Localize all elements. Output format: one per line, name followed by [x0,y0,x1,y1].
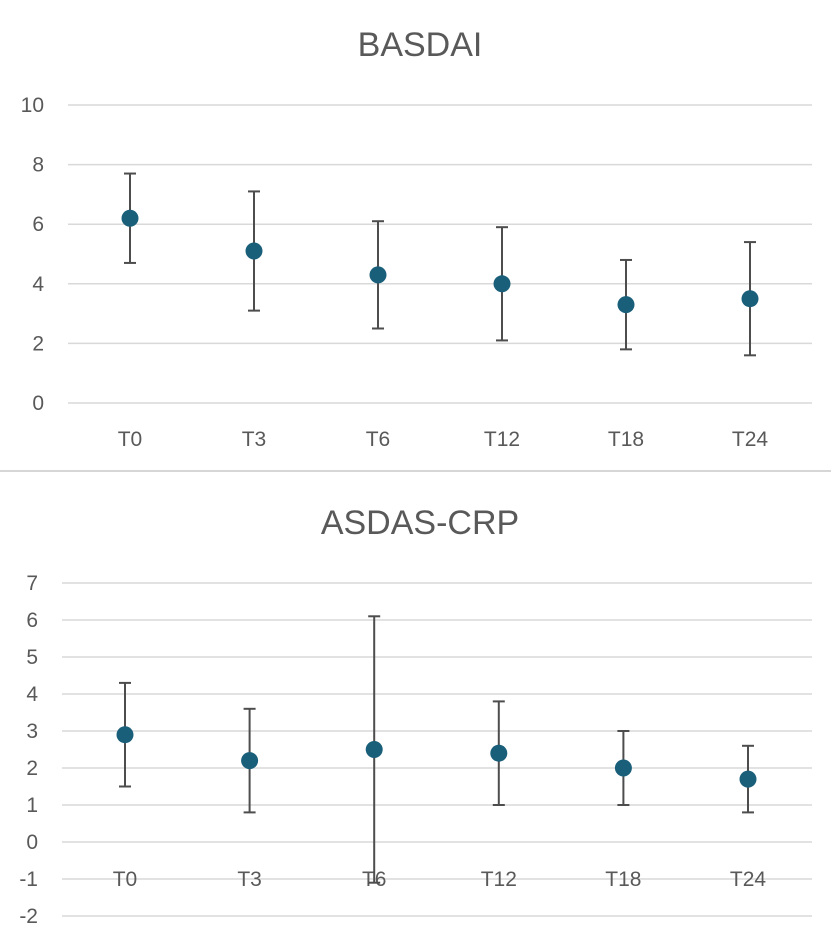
basdai-chart-panel: BASDAI 0 2 4 6 8 10 T0 T3 T6 T12 T18 T24 [21,26,812,451]
asdas-crp-y-tick-label: 1 [26,794,38,817]
asdas-crp-data-point [241,752,259,770]
basdai-data-point [741,290,759,308]
asdas-crp-chart-panel: ASDAS-CRP -2 -1 0 1 2 3 4 5 6 7 T0 T3 T6 T12 T18 T24 [0,474,831,931]
asdas-crp-y-tick-label: -2 [19,905,38,928]
basdai-data-point [121,209,139,227]
asdas-crp-x-tick-label: T12 [481,868,517,891]
asdas-crp-y-tick-label: 3 [26,720,38,743]
basdai-y-tick-label: 2 [32,332,44,355]
asdas-crp-data-point [490,744,508,762]
asdas-crp-data-point [365,741,383,758]
asdas-crp-title: ASDAS-CRP [321,504,519,542]
basdai-x-tick-label: T6 [366,428,391,451]
basdai-y-tick-label: 0 [32,392,44,415]
basdai-data-point [245,242,263,260]
asdas-crp-y-tick-label: 5 [26,646,38,669]
asdas-crp-y-tick-label: -1 [19,868,38,891]
basdai-chart: BASDAI 0 2 4 6 8 10 T0 T3 T6 T12 T18 T24 [21,26,812,451]
asdas-crp-y-tick-label: 2 [26,757,38,780]
basdai-x-tick-label: T3 [242,428,267,451]
basdai-x-tick-label: T12 [484,428,520,451]
asdas-crp-x-tick-label: T18 [605,868,641,891]
asdas-crp-data-point [116,726,134,744]
asdas-crp-x-tick-label: T0 [113,868,138,891]
asdas-crp-y-tick-label: 4 [26,683,38,706]
asdas-crp-y-tick-label: 0 [26,831,38,854]
asdas-crp-x-tick-label: T24 [730,868,767,891]
basdai-data-point [493,275,511,293]
basdai-title: BASDAI [358,26,483,64]
asdas-crp-y-tick-label: 7 [26,572,38,595]
basdai-x-tick-label: T0 [118,428,143,451]
basdai-y-tick-label: 10 [21,94,44,117]
basdai-y-tick-label: 6 [32,213,44,236]
asdas-crp-y-tick-label: 6 [26,609,38,632]
asdas-crp-x-tick-label: T3 [237,868,262,891]
basdai-x-tick-label: T24 [732,428,769,451]
basdai-x-tick-label: T18 [608,428,644,451]
basdai-y-tick-label: 4 [32,273,44,296]
basdai-data-point [617,296,635,314]
asdas-crp-data-point [739,770,757,788]
basdai-data-point [369,266,387,284]
asdas-crp-data-point [614,759,632,777]
chart-divider [0,470,831,472]
basdai-y-tick-label: 8 [32,154,44,177]
